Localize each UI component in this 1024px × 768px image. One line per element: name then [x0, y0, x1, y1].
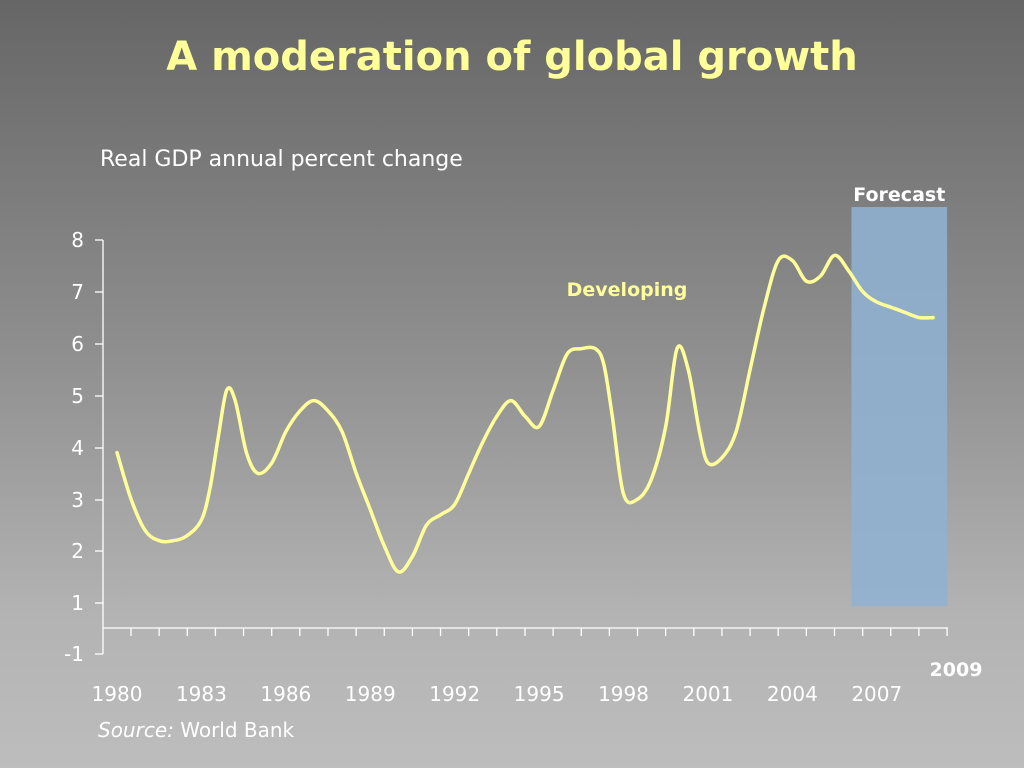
y-tick-label: 4 — [71, 436, 84, 460]
y-tick-label: 6 — [71, 332, 84, 356]
y-tick-label: -1 — [64, 642, 84, 666]
source-note: Source: World Bank — [98, 718, 294, 742]
x-tick-label: 1995 — [514, 682, 565, 706]
y-axis-label: Real GDP annual percent change — [100, 147, 463, 172]
source-prefix: Source: — [98, 718, 174, 742]
x-tick-label: 2007 — [851, 682, 902, 706]
x-tick-label: 1980 — [92, 682, 143, 706]
source-name: World Bank — [173, 718, 295, 742]
x-tick-label: 1989 — [345, 682, 396, 706]
x-tick-label: 1983 — [176, 682, 227, 706]
y-tick-label: 1 — [71, 591, 84, 615]
y-tick-label: 8 — [71, 228, 84, 252]
x-axis: 1980 1983 1986 1989 1992 1995 1998 2001 2004 2007 — [92, 627, 948, 706]
series-label-developing: Developing — [567, 279, 688, 301]
forecast-label: Forecast — [853, 184, 945, 206]
x-tick-label: 2004 — [767, 682, 818, 706]
y-tick-label: 2 — [71, 539, 84, 563]
y-axis: 8 7 6 5 4 3 2 1 -1 — [64, 228, 104, 666]
y-tick-label: 5 — [71, 384, 84, 408]
y-tick-label: 3 — [71, 488, 84, 512]
x-tick-label: 1986 — [260, 682, 311, 706]
x-tick-label: 2001 — [682, 682, 733, 706]
y-tick-label: 7 — [71, 280, 84, 304]
x-end-label: 2009 — [930, 659, 983, 681]
x-tick-label: 1998 — [598, 682, 649, 706]
x-tick-label: 1992 — [429, 682, 480, 706]
slide-title: A moderation of global growth — [166, 34, 858, 80]
forecast-band — [851, 207, 948, 606]
series-line-developing — [115, 253, 935, 574]
